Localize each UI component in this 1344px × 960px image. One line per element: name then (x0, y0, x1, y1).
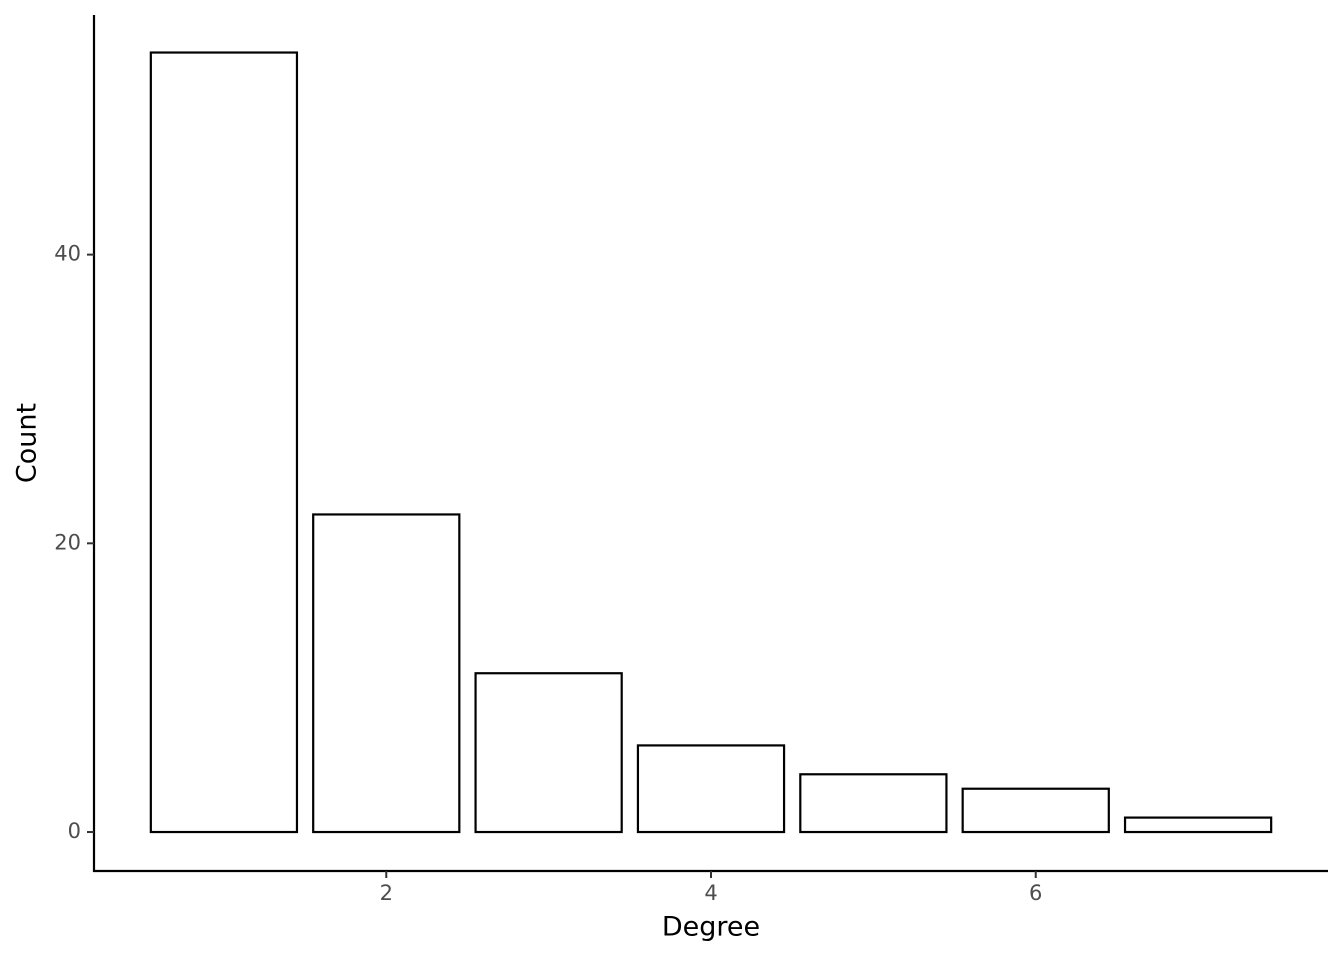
bar (961, 787, 1110, 834)
bar (312, 513, 461, 834)
bar (474, 672, 623, 834)
bar (149, 51, 299, 834)
bar (636, 744, 786, 834)
y-tick-label: 40 (54, 242, 81, 266)
x-tick-label: 2 (380, 881, 393, 905)
bar (799, 773, 948, 834)
x-axis-title: Degree (662, 912, 760, 943)
x-tick-label: 6 (1029, 881, 1042, 905)
bar (1123, 816, 1273, 834)
y-axis-title: Count (12, 403, 43, 483)
y-tick-label: 0 (68, 819, 81, 843)
y-tick-label: 20 (54, 530, 81, 554)
x-tick-label: 4 (704, 881, 717, 905)
